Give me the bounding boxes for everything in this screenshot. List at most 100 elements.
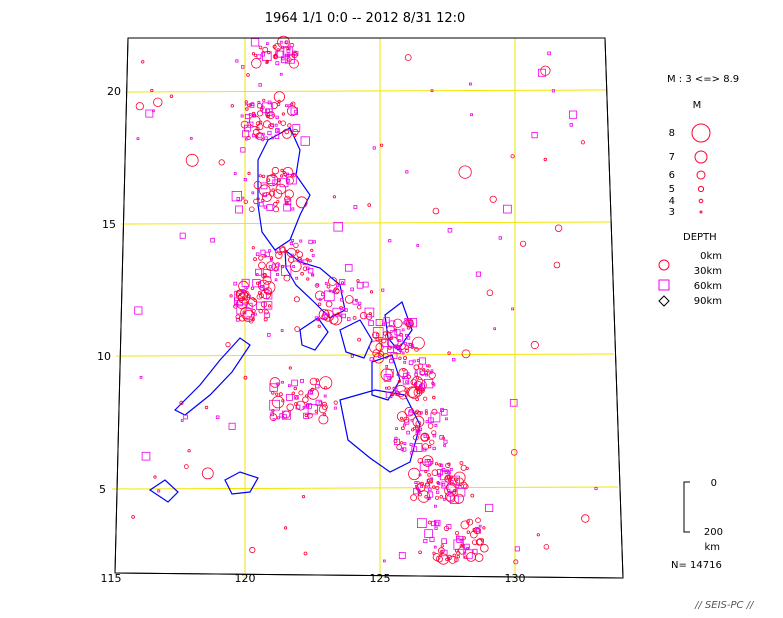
earthquake-shallow <box>415 376 419 380</box>
earthquake-intermediate <box>503 204 512 214</box>
depth-scale-bar <box>683 481 690 533</box>
earthquake-intermediate <box>266 175 276 184</box>
earthquake-intermediate <box>430 477 434 481</box>
earthquake-shallow <box>303 551 308 556</box>
magnitude-symbol <box>698 198 704 204</box>
earthquake-shallow <box>273 91 285 103</box>
earthquake-shallow <box>396 411 408 422</box>
earthquake-intermediate <box>340 298 344 302</box>
earthquake-shallow <box>471 539 478 546</box>
earthquake-intermediate <box>368 320 374 326</box>
earthquake-intermediate <box>281 380 284 384</box>
earthquake-intermediate <box>291 207 295 211</box>
earthquake-shallow <box>295 400 306 411</box>
earthquake-shallow <box>415 420 422 427</box>
earthquake-shallow <box>236 297 248 310</box>
earthquake-intermediate <box>406 430 410 435</box>
earthquake-intermediate <box>323 394 327 398</box>
earthquake-shallow <box>276 200 280 204</box>
earthquake-intermediate <box>419 383 423 387</box>
earthquake-shallow <box>271 408 275 413</box>
earthquake-shallow <box>421 455 434 467</box>
earthquake-shallow <box>308 259 312 263</box>
earthquake-intermediate <box>215 415 220 419</box>
earthquake-shallow <box>291 173 295 177</box>
earthquake-shallow <box>284 129 290 135</box>
earthquake-intermediate <box>322 413 326 417</box>
earthquake-shallow <box>344 295 354 304</box>
earthquake-intermediate <box>235 317 240 322</box>
earthquake-shallow <box>251 308 256 313</box>
earthquake-intermediate <box>441 409 448 416</box>
earthquake-shallow <box>352 315 357 320</box>
earthquake-intermediate <box>426 491 434 498</box>
earthquake-intermediate <box>425 420 429 424</box>
earthquake-shallow <box>260 301 268 308</box>
earthquake-shallow <box>536 533 540 537</box>
earthquake-shallow <box>318 309 330 320</box>
earthquake-shallow <box>424 469 428 474</box>
earthquake-shallow <box>461 349 471 359</box>
earthquake-shallow <box>408 467 421 480</box>
earthquake-intermediate <box>308 239 313 245</box>
earthquake-shallow <box>543 157 547 162</box>
earthquake-shallow <box>258 255 264 261</box>
earthquake-shallow <box>269 256 274 260</box>
earthquake-intermediate <box>375 318 383 326</box>
earthquake-shallow <box>554 224 563 232</box>
parallel-line <box>111 486 619 490</box>
parallel-line <box>124 89 607 93</box>
earthquake-shallow <box>267 50 271 55</box>
lat-tick-label: 15 <box>102 218 116 231</box>
earthquake-intermediate <box>400 447 404 451</box>
earthquake-intermediate <box>314 383 320 389</box>
earthquake-intermediate <box>286 58 290 62</box>
depth-symbol-deep <box>658 295 670 307</box>
earthquake-intermediate <box>455 484 460 489</box>
earthquake-shallow <box>432 485 436 489</box>
earthquake-shallow <box>432 395 436 400</box>
earthquake-intermediate <box>324 282 328 285</box>
earthquake-shallow <box>314 409 318 413</box>
earthquake-intermediate <box>437 481 441 485</box>
earthquake-intermediate <box>453 539 464 550</box>
earthquake-shallow <box>258 174 262 178</box>
earthquake-shallow <box>447 351 451 355</box>
earthquake-shallow <box>281 399 285 403</box>
earthquake-intermediate <box>381 288 385 292</box>
earthquake-shallow <box>406 374 411 379</box>
earthquake-intermediate <box>332 307 342 317</box>
earthquake-intermediate <box>274 134 280 139</box>
earthquake-intermediate <box>470 113 474 117</box>
parallel-line <box>120 221 611 225</box>
earthquake-intermediate <box>264 301 273 310</box>
earthquake-intermediate <box>243 177 247 182</box>
earthquake-shallow <box>266 174 279 187</box>
earthquake-intermediate <box>425 373 429 377</box>
earthquake-shallow <box>277 35 290 49</box>
earthquake-shallow <box>375 342 384 352</box>
earthquake-shallow <box>277 120 282 124</box>
earthquake-shallow <box>251 58 262 69</box>
earthquake-shallow <box>253 181 262 190</box>
earthquake-intermediate <box>407 317 418 328</box>
earthquake-intermediate <box>441 549 448 557</box>
earthquake-intermediate <box>341 313 346 319</box>
earthquake-intermediate <box>425 483 431 489</box>
earthquake-shallow <box>279 174 284 178</box>
earthquake-intermediate <box>393 346 401 354</box>
earthquake-shallow <box>434 462 439 466</box>
earthquake-shallow <box>380 368 394 381</box>
earthquake-intermediate <box>439 435 444 440</box>
earthquake-intermediate <box>233 172 237 175</box>
earthquake-shallow <box>280 168 284 172</box>
earthquake-shallow <box>243 199 248 204</box>
earthquake-intermediate <box>423 378 434 389</box>
earthquake-intermediate <box>402 376 405 380</box>
earthquake-shallow <box>479 543 489 553</box>
earthquake-shallow <box>271 188 275 192</box>
earthquake-shallow <box>359 311 368 320</box>
earthquake-shallow <box>291 391 295 395</box>
earthquake-shallow <box>475 517 481 523</box>
earthquake-shallow <box>272 189 283 199</box>
